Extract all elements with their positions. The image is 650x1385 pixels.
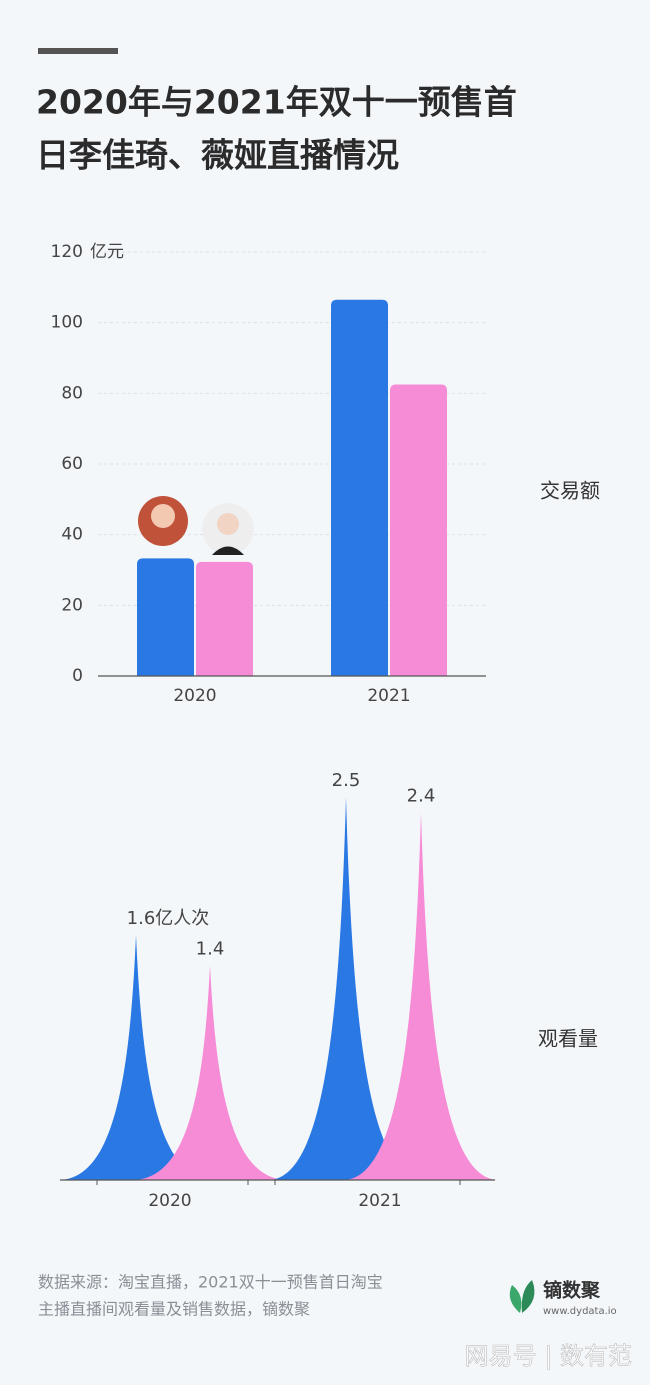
spike [343, 812, 499, 1180]
bar [331, 299, 388, 676]
avatar-face [217, 513, 239, 535]
value-label: 2.5 [332, 770, 361, 791]
avatar-face [151, 504, 175, 528]
x-tick-label: 2021 [358, 1191, 401, 1211]
bar [390, 384, 447, 676]
side-label: 观看量 [538, 1027, 598, 1051]
logo-url: www.dydata.io [543, 1306, 617, 1317]
source-line: 数据来源：淘宝直播，2021双十一预售首日淘宝 [38, 1273, 383, 1292]
source-line: 主播直播间观看量及销售数据，镝数聚 [38, 1300, 310, 1319]
avatar-body [212, 546, 244, 555]
logo-leaf [521, 1280, 535, 1313]
bar [137, 558, 194, 676]
x-tick-label: 2020 [173, 686, 216, 706]
y-tick-label: 120 [51, 242, 83, 262]
logo-leaf [509, 1285, 522, 1313]
logo-name: 镝数聚 [543, 1279, 601, 1302]
x-tick-label: 2021 [367, 686, 410, 706]
y-tick-label: 20 [61, 595, 83, 615]
watermark: 网易号 | 数有范 [465, 1342, 632, 1370]
y-tick-label: 80 [61, 383, 83, 403]
title-accent [38, 48, 118, 54]
spike [58, 934, 214, 1180]
x-tick-label: 2020 [148, 1191, 191, 1211]
y-tick-label: 40 [61, 525, 83, 545]
value-label: 1.6亿人次 [127, 908, 210, 929]
y-tick-label: 100 [51, 313, 83, 333]
bar [196, 561, 253, 676]
value-label: 1.4 [196, 939, 225, 960]
y-tick-label: 60 [61, 454, 83, 474]
title-line: 2020年与2021年双十一预售首 [36, 83, 517, 122]
spike [268, 797, 424, 1180]
title-line: 日李佳琦、薇娅直播情况 [36, 136, 399, 175]
side-label: 交易额 [540, 479, 600, 503]
value-label: 2.4 [407, 785, 436, 806]
spike [132, 965, 288, 1180]
y-unit: 亿元 [90, 242, 124, 262]
y-tick-label: 0 [72, 666, 83, 686]
